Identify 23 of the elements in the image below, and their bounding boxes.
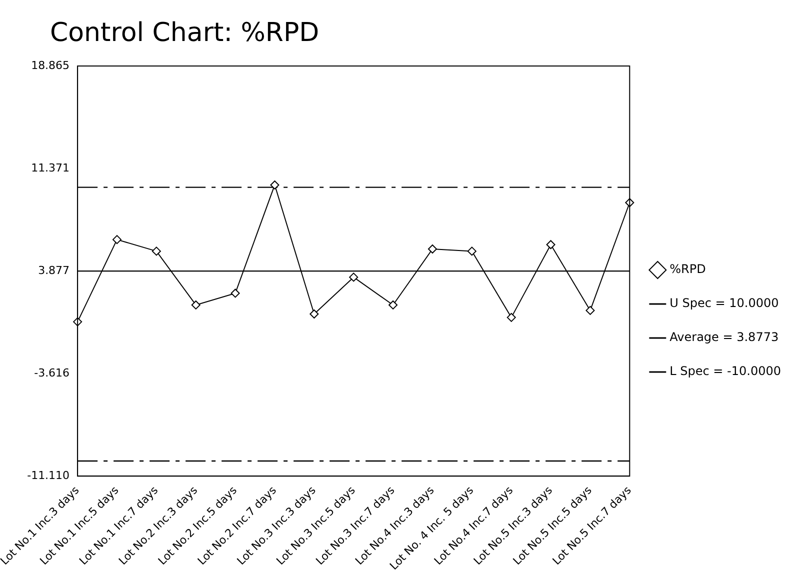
point	[428, 244, 437, 254]
legend-label: %RPD	[670, 262, 706, 276]
point	[152, 246, 161, 256]
legend-label: Average = 3.8773	[670, 330, 779, 344]
legend-label: L Spec = -10.0000	[670, 364, 782, 378]
point	[270, 180, 280, 190]
y-tick-label: -11.110	[27, 469, 70, 482]
point	[191, 300, 200, 310]
point	[388, 300, 398, 310]
legend-label: U Spec = 10.0000	[670, 296, 779, 310]
y-tick-label: 3.877	[38, 264, 70, 277]
point	[506, 312, 516, 322]
y-tick-label: -3.616	[34, 366, 70, 380]
point	[310, 310, 319, 319]
point	[349, 272, 358, 282]
y-tick-label: 11.371	[31, 161, 70, 174]
point	[230, 288, 240, 298]
point	[546, 240, 556, 250]
point	[112, 235, 122, 244]
chart-title: Control Chart: %RPD	[50, 18, 320, 48]
y-tick-label: 18.865	[31, 58, 70, 72]
point	[467, 246, 476, 256]
point	[586, 306, 595, 315]
